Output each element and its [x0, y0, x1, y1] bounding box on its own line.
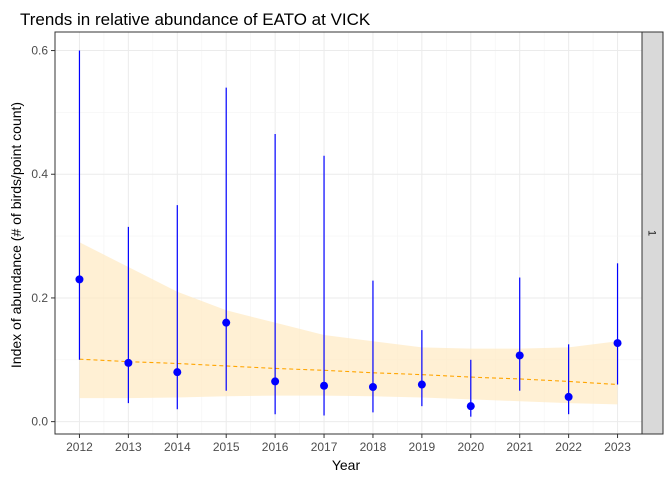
x-tick-label: 2015 — [213, 440, 240, 454]
data-point — [75, 275, 84, 284]
y-tick-label: 0.2 — [31, 291, 48, 305]
trend-confidence-ribbon — [79, 242, 618, 405]
data-point — [124, 358, 133, 367]
x-tick-label: 2022 — [555, 440, 582, 454]
data-point — [564, 392, 573, 401]
y-axis-label: Index of abundance (# of birds/point cou… — [8, 102, 24, 368]
data-point — [613, 339, 622, 348]
data-point — [173, 368, 182, 377]
x-axis-label: Year — [332, 457, 361, 473]
x-tick-label: 2013 — [115, 440, 142, 454]
data-point — [271, 377, 280, 386]
trend-line-layer — [79, 358, 618, 386]
x-tick-label: 2016 — [262, 440, 289, 454]
chart-title: Trends in relative abundance of EATO at … — [20, 10, 371, 29]
x-tick-label: 2012 — [66, 440, 93, 454]
x-tick-label: 2023 — [604, 440, 631, 454]
data-point — [466, 402, 475, 411]
y-tick-label: 0.6 — [31, 44, 48, 58]
trend-line — [79, 358, 618, 386]
points-layer — [75, 275, 622, 411]
x-tick-label: 2020 — [457, 440, 484, 454]
data-point — [417, 380, 426, 389]
y-axis-ticks: 0.0 0.2 0.4 0.6 — [31, 44, 55, 429]
x-tick-label: 2017 — [311, 440, 338, 454]
x-axis-ticks: 2012 2013 2014 2015 2016 2017 2018 2019 2020 2021… — [66, 434, 631, 454]
x-tick-label: 2018 — [360, 440, 387, 454]
x-tick-label: 2021 — [506, 440, 533, 454]
data-point — [222, 318, 231, 327]
trend-ribbon-layer — [79, 242, 618, 405]
facet-strip: 1 — [641, 31, 664, 435]
y-tick-label: 0.4 — [31, 167, 48, 181]
x-tick-label: 2014 — [164, 440, 191, 454]
x-tick-label: 2019 — [409, 440, 436, 454]
facet-strip-label: 1 — [646, 230, 658, 236]
data-point — [515, 351, 524, 360]
data-point — [320, 381, 329, 390]
data-point — [368, 382, 377, 391]
error-bars-layer — [78, 50, 619, 417]
facet-strip-background — [641, 31, 664, 435]
y-tick-label: 0.0 — [31, 415, 48, 429]
